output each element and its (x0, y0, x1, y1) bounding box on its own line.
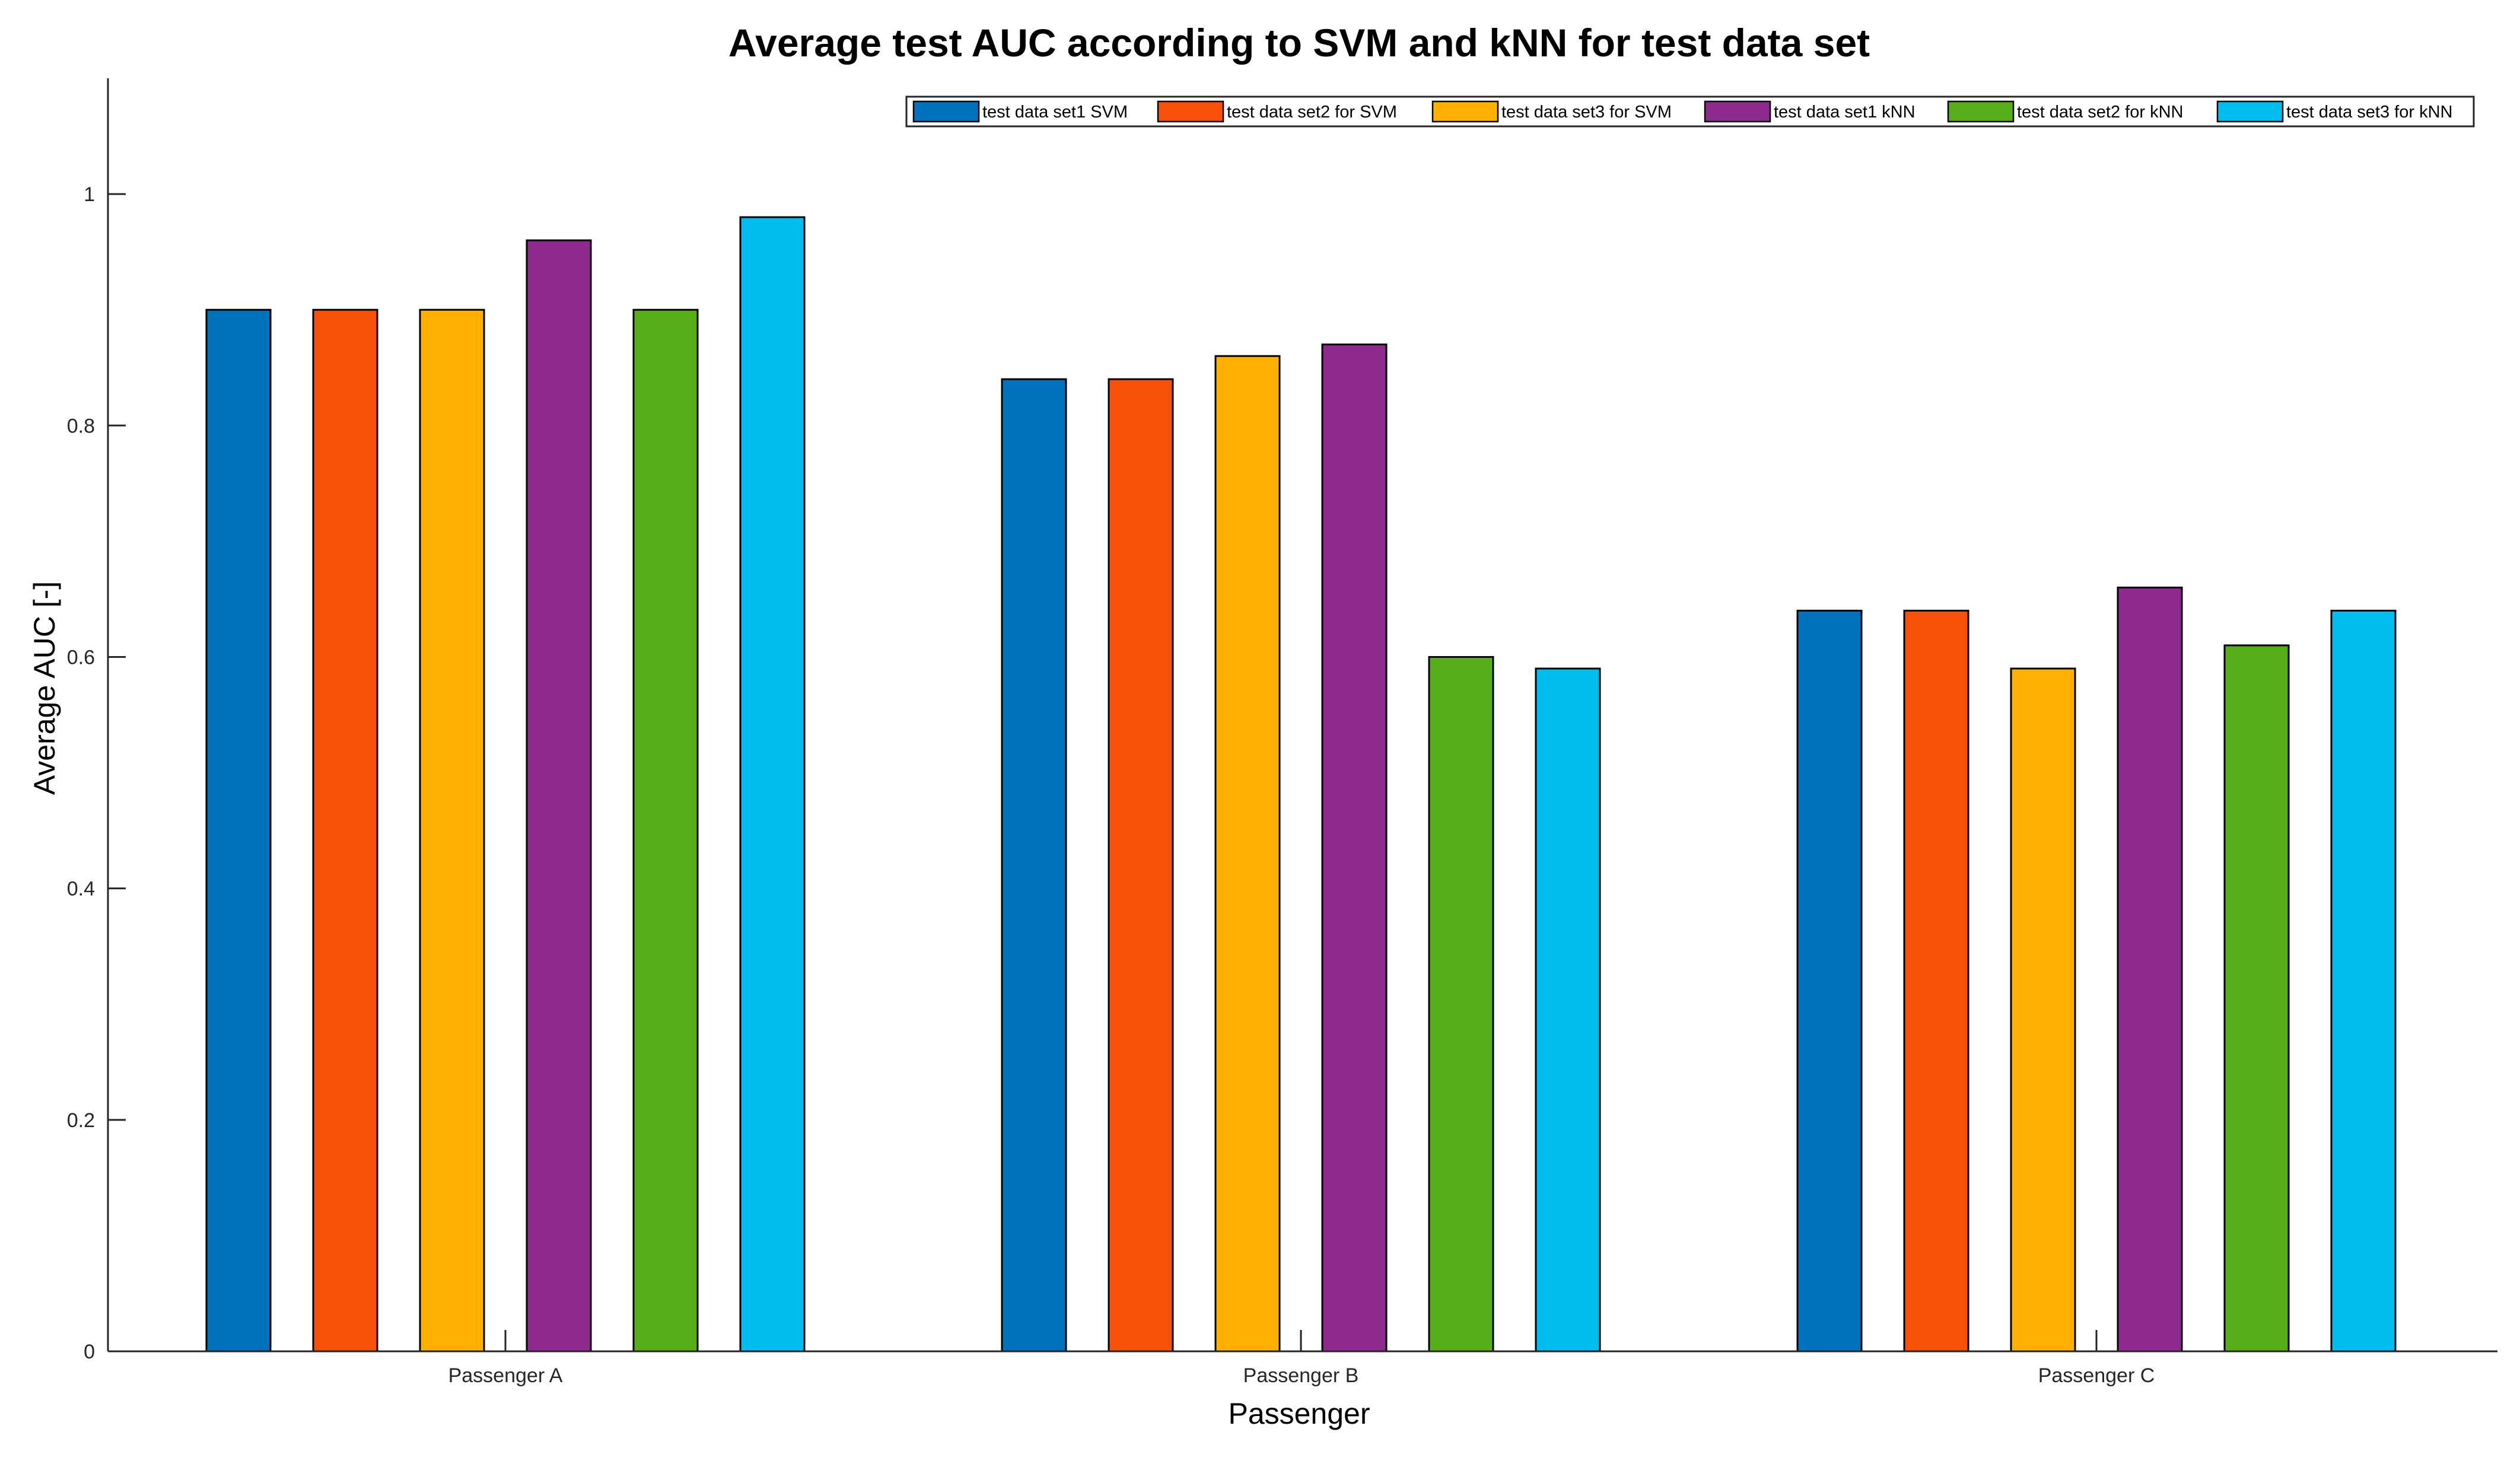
legend-swatch-6 (2216, 100, 2284, 123)
y-tick-label: 0.6 (67, 646, 95, 669)
bar-3-passenger-b (1214, 355, 1281, 1353)
x-tick-label: Passenger C (2038, 1364, 2155, 1387)
bars-group (205, 216, 2397, 1353)
y-tick-label: 0.2 (67, 1109, 95, 1132)
bar-3-passenger-c (2010, 667, 2076, 1353)
bar-5-passenger-a (632, 308, 699, 1353)
bar-6-passenger-c (2330, 609, 2397, 1353)
bar-1-passenger-b (1001, 378, 1067, 1353)
chart-title: Average test AUC according to SVM and kN… (728, 21, 1870, 65)
bar-5-passenger-b (1428, 656, 1494, 1353)
legend-label-6: test data set3 for kNN (2286, 103, 2452, 122)
bar-2-passenger-b (1108, 378, 1174, 1353)
legend-label-1: test data set1 SVM (982, 103, 1128, 122)
legend-swatch-5 (1947, 100, 2015, 123)
y-tick-label: 1 (84, 183, 95, 206)
bar-1-passenger-a (205, 308, 272, 1353)
legend-swatch-4 (1704, 100, 1771, 123)
y-tick-label: 0.8 (67, 415, 95, 437)
bar-2-passenger-a (312, 308, 378, 1353)
axes-group: 0 0.2 0.4 0.6 0.8 1 Passenger A Passenger B Pass… (67, 78, 2497, 1387)
legend-swatch-3 (1431, 100, 1499, 123)
legend-swatch-1 (912, 100, 980, 123)
x-tick-label: Passenger B (1243, 1364, 1359, 1387)
bar-1-passenger-c (1796, 609, 1863, 1353)
bar-2-passenger-c (1903, 609, 1969, 1353)
bar-4-passenger-a (526, 239, 592, 1353)
y-axis-label: Average AUC [-] (28, 581, 61, 795)
bar-3-passenger-a (419, 308, 485, 1353)
bar-4-passenger-b (1321, 343, 1388, 1353)
legend: test data set1 SVM test data set2 for SVM… (905, 96, 2475, 128)
bar-5-passenger-c (2223, 644, 2290, 1353)
y-tick-label: 0.4 (67, 878, 95, 900)
legend-swatch-2 (1157, 100, 1224, 123)
bar-6-passenger-b (1535, 667, 1601, 1353)
y-tick-label: 0 (84, 1341, 95, 1363)
legend-label-5: test data set2 for kNN (2017, 103, 2183, 122)
legend-label-4: test data set1 kNN (1774, 103, 1916, 122)
x-tick-label: Passenger A (448, 1364, 563, 1387)
legend-label-3: test data set3 for SVM (1501, 103, 1672, 122)
x-axis-label: Passenger (1228, 1397, 1370, 1430)
legend-label-2: test data set2 for SVM (1227, 103, 1397, 122)
bar-6-passenger-a (739, 216, 806, 1353)
bar-4-passenger-c (2117, 586, 2183, 1353)
